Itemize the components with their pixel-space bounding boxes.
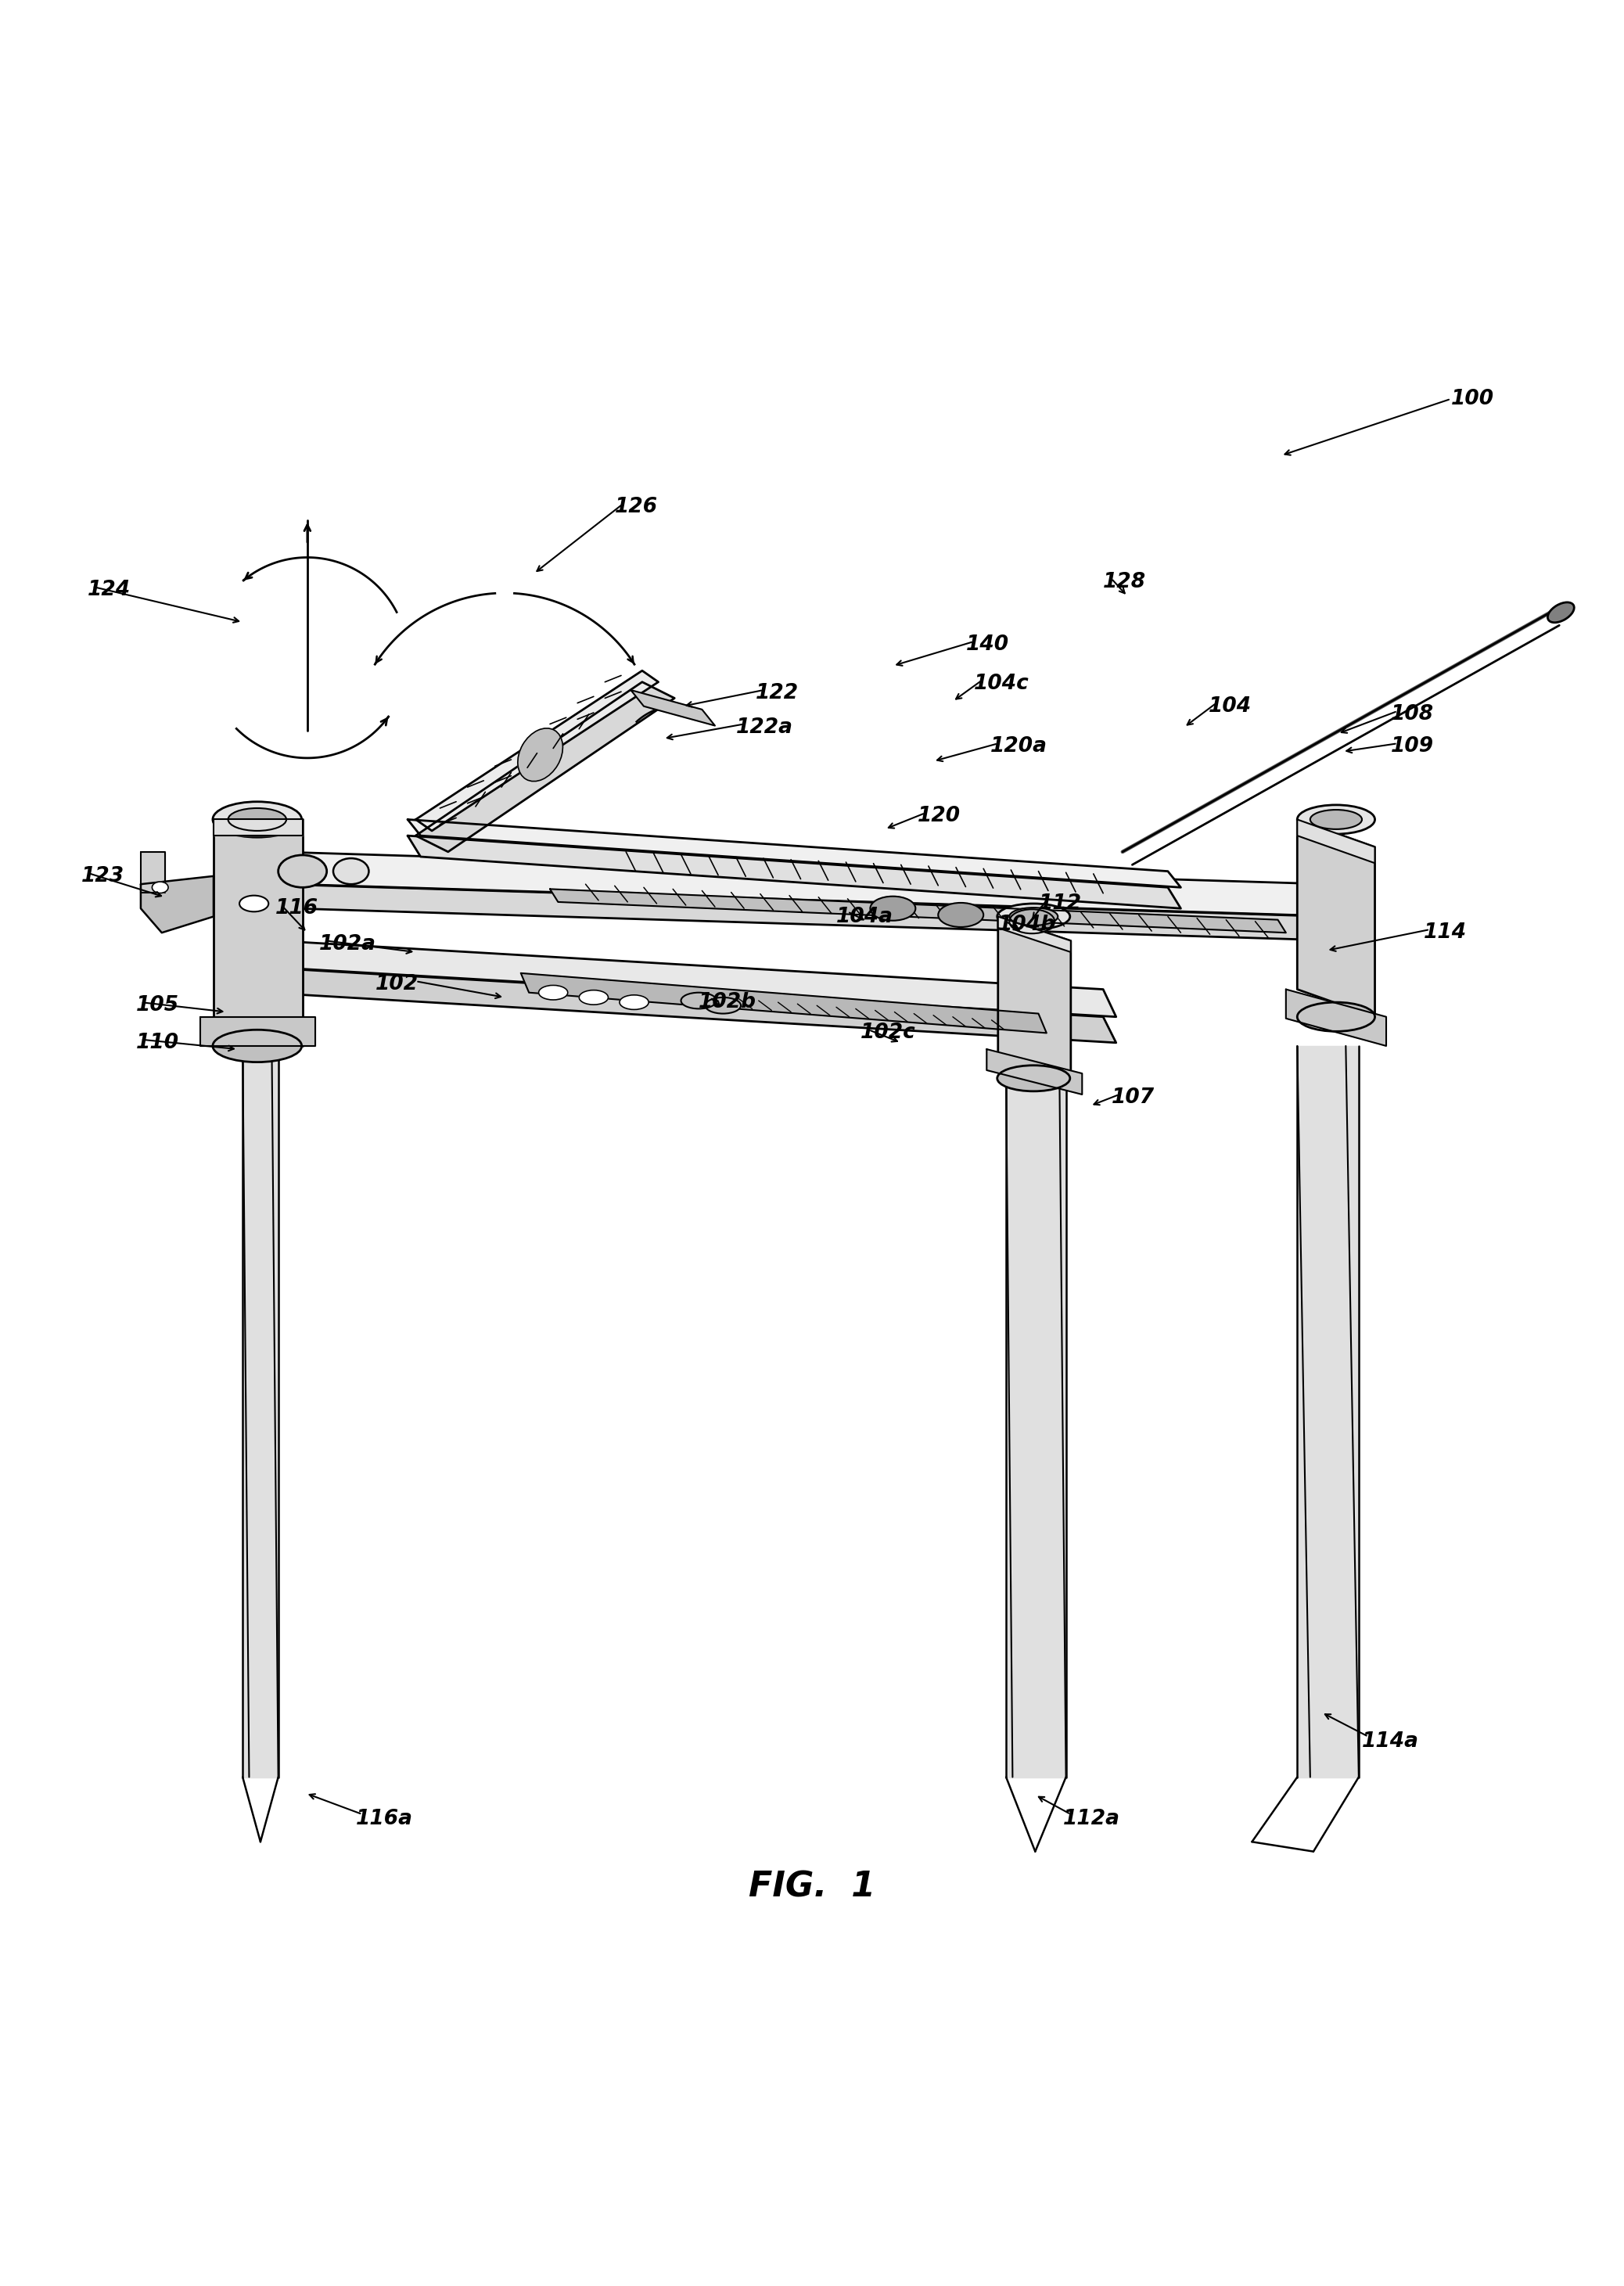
Polygon shape xyxy=(141,853,166,892)
Ellipse shape xyxy=(239,896,268,912)
Text: 122a: 122a xyxy=(736,718,793,738)
Polygon shape xyxy=(521,974,1046,1033)
Polygon shape xyxy=(1298,818,1376,1017)
Text: 122: 122 xyxy=(755,684,799,704)
Ellipse shape xyxy=(997,1065,1070,1090)
Ellipse shape xyxy=(539,985,568,999)
Ellipse shape xyxy=(213,802,302,837)
Text: 128: 128 xyxy=(1103,572,1147,592)
Text: 102b: 102b xyxy=(698,992,757,1013)
Text: FIG.  1: FIG. 1 xyxy=(749,1870,875,1904)
Text: 126: 126 xyxy=(614,496,658,517)
Ellipse shape xyxy=(278,855,326,887)
Text: 109: 109 xyxy=(1392,736,1434,757)
Text: 120a: 120a xyxy=(991,736,1047,757)
Text: 116: 116 xyxy=(274,898,318,919)
Text: 107: 107 xyxy=(1111,1088,1155,1109)
Polygon shape xyxy=(1298,1047,1359,1776)
Polygon shape xyxy=(416,670,658,830)
Ellipse shape xyxy=(1298,1001,1376,1031)
Polygon shape xyxy=(141,876,213,933)
Polygon shape xyxy=(1007,1079,1065,1776)
Polygon shape xyxy=(408,837,1181,908)
Ellipse shape xyxy=(333,857,369,885)
Polygon shape xyxy=(1298,818,1376,864)
Ellipse shape xyxy=(705,997,741,1013)
Text: 120: 120 xyxy=(918,807,960,828)
Ellipse shape xyxy=(1311,809,1363,830)
Polygon shape xyxy=(242,1047,278,1776)
Polygon shape xyxy=(630,690,715,725)
Polygon shape xyxy=(551,889,1286,933)
Text: 140: 140 xyxy=(966,636,1009,656)
Text: 110: 110 xyxy=(136,1033,179,1054)
Ellipse shape xyxy=(213,1029,302,1063)
Text: 105: 105 xyxy=(136,994,179,1015)
Polygon shape xyxy=(213,818,302,837)
Text: 102: 102 xyxy=(375,974,419,994)
Text: 114: 114 xyxy=(1423,924,1466,942)
Text: 102c: 102c xyxy=(861,1022,916,1042)
Ellipse shape xyxy=(1010,910,1054,933)
Ellipse shape xyxy=(870,896,916,921)
Text: 104a: 104a xyxy=(836,905,893,926)
Ellipse shape xyxy=(939,903,984,928)
Text: 124: 124 xyxy=(88,581,130,599)
Ellipse shape xyxy=(1548,601,1574,622)
Polygon shape xyxy=(201,1017,315,1047)
Text: 112a: 112a xyxy=(1062,1808,1119,1829)
Ellipse shape xyxy=(1010,908,1057,926)
Ellipse shape xyxy=(153,882,169,894)
Text: 100: 100 xyxy=(1450,389,1494,409)
Text: 108: 108 xyxy=(1392,704,1434,725)
Ellipse shape xyxy=(518,729,564,782)
Text: 114a: 114a xyxy=(1363,1731,1419,1751)
Ellipse shape xyxy=(997,903,1070,930)
Text: 104c: 104c xyxy=(974,674,1030,693)
Polygon shape xyxy=(278,885,1346,942)
Ellipse shape xyxy=(227,809,286,830)
Ellipse shape xyxy=(680,992,716,1008)
Text: 104: 104 xyxy=(1208,695,1252,716)
Polygon shape xyxy=(987,1049,1082,1095)
Polygon shape xyxy=(278,969,1116,1042)
Ellipse shape xyxy=(580,990,609,1004)
Polygon shape xyxy=(278,853,1346,917)
Polygon shape xyxy=(416,681,674,853)
Text: 104b: 104b xyxy=(999,914,1056,935)
Polygon shape xyxy=(213,818,302,1047)
Text: 116a: 116a xyxy=(356,1808,412,1829)
Text: 112: 112 xyxy=(1038,894,1082,914)
Ellipse shape xyxy=(1298,805,1376,834)
Ellipse shape xyxy=(619,994,648,1010)
Text: 102a: 102a xyxy=(318,935,375,953)
Polygon shape xyxy=(1286,990,1387,1047)
Text: 123: 123 xyxy=(81,866,123,887)
Polygon shape xyxy=(278,942,1116,1017)
Polygon shape xyxy=(408,818,1181,887)
Polygon shape xyxy=(999,917,1070,953)
Polygon shape xyxy=(999,917,1070,1079)
Polygon shape xyxy=(1330,885,1346,942)
